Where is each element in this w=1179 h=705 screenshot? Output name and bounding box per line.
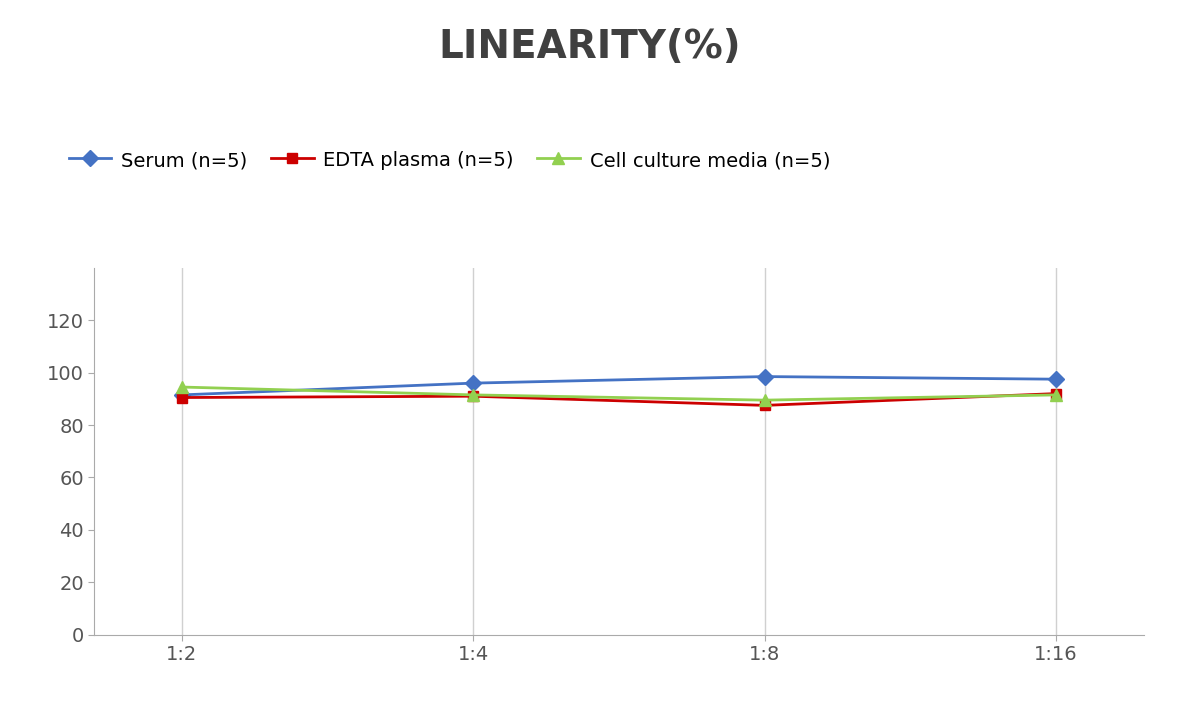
EDTA plasma (n=5) [174, 393, 189, 402]
Cell culture media (n=5) [758, 396, 772, 405]
Cell culture media (n=5) [466, 391, 480, 399]
Line: Serum (n=5): Serum (n=5) [176, 371, 1062, 400]
Serum (n=5) [174, 391, 189, 399]
Serum (n=5) [466, 379, 480, 387]
EDTA plasma (n=5) [758, 401, 772, 410]
Cell culture media (n=5) [1049, 391, 1063, 399]
EDTA plasma (n=5) [466, 392, 480, 400]
Cell culture media (n=5) [174, 383, 189, 391]
Line: Cell culture media (n=5): Cell culture media (n=5) [176, 381, 1062, 405]
Line: EDTA plasma (n=5): EDTA plasma (n=5) [177, 388, 1061, 410]
EDTA plasma (n=5) [1049, 389, 1063, 398]
Legend: Serum (n=5), EDTA plasma (n=5), Cell culture media (n=5): Serum (n=5), EDTA plasma (n=5), Cell cul… [68, 151, 830, 170]
Serum (n=5) [1049, 375, 1063, 384]
Text: LINEARITY(%): LINEARITY(%) [439, 28, 740, 66]
Serum (n=5) [758, 372, 772, 381]
